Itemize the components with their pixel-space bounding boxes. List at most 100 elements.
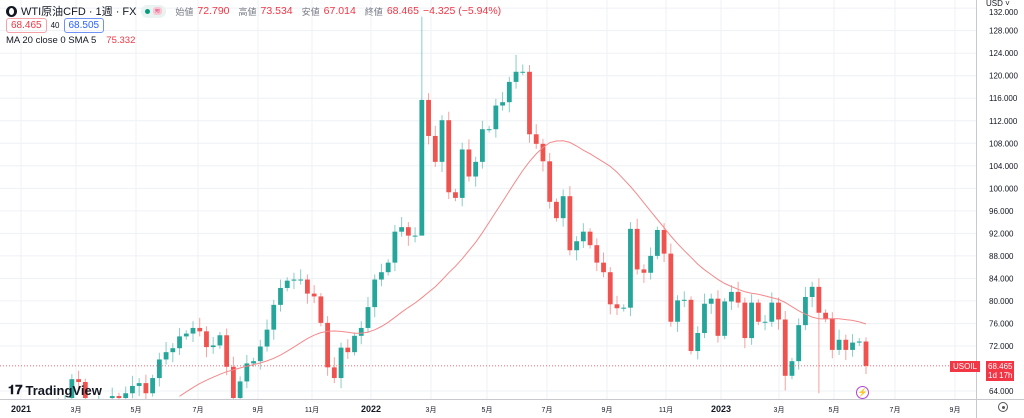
- candle: [392, 224, 398, 272]
- price-tick-label: 112.000: [989, 117, 1018, 126]
- candle: [331, 357, 337, 384]
- candle-body: [560, 196, 566, 219]
- candle-body: [614, 304, 620, 309]
- candle: [190, 321, 196, 343]
- candle: [762, 314, 768, 331]
- time-tick-label: 9月: [253, 406, 264, 414]
- candle: [823, 309, 829, 323]
- candle: [567, 186, 573, 256]
- candle-body: [722, 301, 728, 336]
- price-axis[interactable]: 64.000 72.000 76.000 80.000 84.000 88.000 92.0…: [989, 8, 1018, 396]
- candle: [379, 263, 384, 287]
- candle: [486, 125, 492, 133]
- candle: [419, 16, 425, 236]
- spread-value: 40: [50, 21, 60, 30]
- candle-body: [628, 228, 633, 308]
- candle: [715, 290, 721, 343]
- candle-body: [163, 352, 169, 360]
- candle-body: [459, 149, 465, 198]
- candle-body: [331, 367, 337, 379]
- candle: [163, 342, 169, 365]
- candle: [399, 217, 405, 237]
- candle: [130, 375, 135, 399]
- candle-body: [278, 287, 283, 305]
- candle-body: [540, 143, 546, 162]
- candle: [675, 295, 680, 332]
- indicator-legend[interactable]: MA 20 close 0 SMA 5 75.332: [6, 35, 135, 46]
- candle-body: [143, 383, 149, 394]
- candle-body: [69, 379, 75, 398]
- candle: [143, 374, 149, 399]
- high-value: 73.534: [260, 5, 293, 17]
- candle-body: [688, 299, 694, 352]
- candle: [809, 281, 815, 308]
- tradingview-logo[interactable]: 𝟏𝟕 TradingView: [8, 382, 102, 398]
- candle-body: [641, 269, 647, 273]
- candle-body: [681, 299, 687, 301]
- candle-body: [803, 296, 808, 326]
- candle-body: [500, 102, 505, 106]
- candle-body: [776, 302, 781, 320]
- open-label: 始値: [175, 6, 194, 17]
- candle: [789, 357, 795, 380]
- candle: [520, 64, 526, 76]
- candle: [688, 296, 694, 355]
- currency-selector[interactable]: USD ˅: [986, 0, 1010, 8]
- candle: [776, 297, 781, 330]
- candle: [150, 374, 156, 397]
- candle-body: [210, 345, 216, 348]
- candle: [210, 336, 216, 354]
- candle: [473, 156, 479, 187]
- candle-body: [244, 363, 250, 382]
- symbol-title[interactable]: WTI原油CFD · 1週 · FX: [21, 6, 137, 18]
- candle-body: [150, 378, 156, 394]
- candle-body: [755, 302, 761, 322]
- ma-line: [179, 140, 867, 397]
- price-tick-label: 76.000: [989, 319, 1014, 328]
- candle: [621, 304, 627, 312]
- candle: [513, 54, 519, 89]
- candle: [729, 285, 734, 310]
- status-badge[interactable]: ≋: [140, 4, 167, 18]
- candle-body: [446, 120, 452, 193]
- candle: [230, 356, 236, 399]
- grid: [0, 0, 976, 399]
- candle-body: [493, 105, 499, 130]
- candle: [345, 339, 351, 359]
- price-tick-label: 80.000: [989, 297, 1014, 306]
- candle-body: [76, 379, 81, 382]
- candle: [278, 279, 283, 312]
- sell-button[interactable]: 68.465: [6, 18, 47, 33]
- candle: [601, 252, 606, 278]
- candle: [257, 339, 263, 370]
- tradingview-logo-text: TradingView: [25, 382, 102, 398]
- candle: [856, 338, 862, 346]
- candle-body: [729, 291, 734, 302]
- candle: [594, 238, 600, 272]
- candle: [177, 327, 182, 355]
- candle-body: [453, 192, 458, 198]
- candle-body: [850, 342, 855, 350]
- candle-body: [695, 333, 701, 352]
- candle: [574, 236, 580, 261]
- candle: [836, 329, 842, 355]
- time-axis[interactable]: 2021 3月 5月 7月 9月 11月 2022 3月 5月 7月 9月 11月 2023 3月 5月 7月…: [11, 404, 960, 414]
- candle: [506, 76, 512, 113]
- candle: [446, 111, 452, 200]
- lightning-event-icon[interactable]: ⚡: [856, 386, 869, 399]
- indicator-name[interactable]: MA 20 close 0 SMA 5: [6, 35, 97, 46]
- candle: [722, 298, 728, 340]
- price-tick-label: 124.000: [989, 49, 1018, 58]
- candles: [57, 16, 869, 399]
- candle: [352, 332, 357, 356]
- candle: [735, 281, 741, 308]
- price-tick-label: 100.000: [989, 184, 1018, 193]
- candle-body: [668, 253, 674, 322]
- candle-body: [123, 393, 129, 398]
- candle-body: [789, 361, 795, 376]
- candle: [540, 138, 546, 172]
- candle-body: [594, 245, 600, 263]
- buy-button[interactable]: 68.505: [63, 18, 105, 33]
- settings-icon[interactable]: [998, 402, 1008, 412]
